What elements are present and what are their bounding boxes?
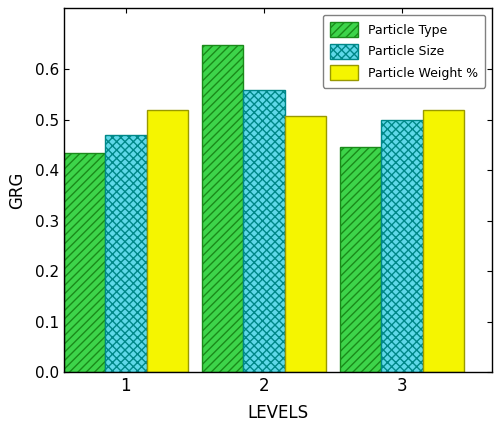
Bar (381, 120, 422, 372)
Bar (146, 111, 188, 372)
Legend: Particle Type, Particle Size, Particle Weight %: Particle Type, Particle Size, Particle W… (323, 15, 486, 88)
Bar (105, 135, 146, 372)
Bar (284, 116, 326, 372)
Bar (202, 45, 243, 372)
X-axis label: LEVELS: LEVELS (247, 404, 308, 422)
Bar (340, 147, 381, 372)
Bar (243, 90, 284, 372)
Bar (64, 154, 105, 372)
Bar (422, 111, 464, 372)
Y-axis label: GRG: GRG (8, 172, 26, 209)
